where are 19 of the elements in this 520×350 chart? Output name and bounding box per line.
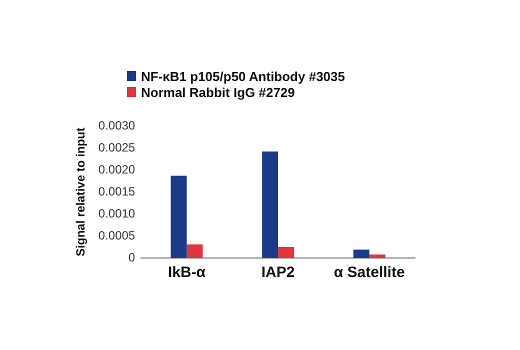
bar <box>170 176 187 258</box>
x-tick-label: α Satellite <box>334 264 405 282</box>
bar <box>262 152 278 258</box>
y-tick-label: 0.0015 <box>98 184 136 198</box>
x-tick-label: IkB-α <box>168 264 206 282</box>
y-tick-label: 0.0005 <box>98 228 136 242</box>
bar <box>186 244 203 258</box>
y-tick-label: 0 <box>128 250 136 264</box>
x-tick-label: IAP2 <box>261 264 295 282</box>
y-tick-label: 0.0010 <box>98 206 136 220</box>
y-tick-label: 0.0030 <box>98 118 136 132</box>
bar <box>278 247 294 258</box>
bar <box>353 250 370 258</box>
bar <box>369 254 386 258</box>
y-tick-label: 0.0020 <box>98 162 136 176</box>
legend-label: NF-κB1 p105/p50 Antibody #3035 <box>141 68 345 84</box>
legend-label: Normal Rabbit IgG #2729 <box>141 84 295 100</box>
y-tick-label: 0.0025 <box>98 140 136 154</box>
y-axis-title: Signal relative to input <box>74 128 88 256</box>
